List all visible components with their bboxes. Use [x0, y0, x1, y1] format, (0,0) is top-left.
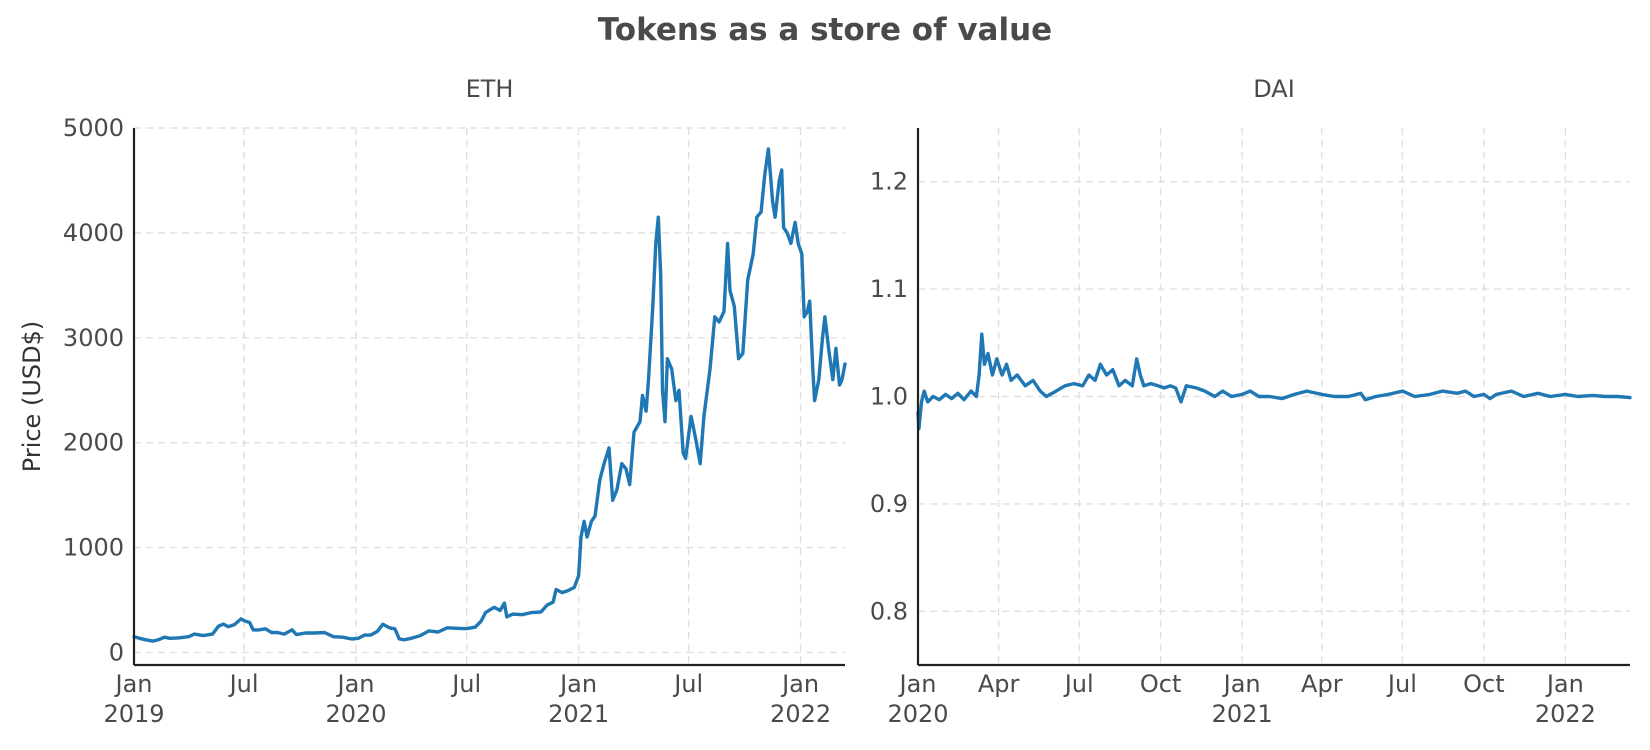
chart-0-xtick-label-5: Jul — [672, 670, 703, 698]
chart-1-xtick-label-2: Jul — [1063, 670, 1094, 698]
chart-0-title: ETH — [466, 75, 514, 103]
chart-1-xtick-year-0: 2020 — [887, 700, 948, 728]
chart-1-xtick-year-4: 2021 — [1212, 700, 1273, 728]
chart-1-xtick-label-4: Jan — [1222, 670, 1261, 698]
chart-0-xtick-label-1: Jul — [228, 670, 259, 698]
chart-0-xtick-label-6: Jan — [780, 670, 819, 698]
figure-title: Tokens as a store of value — [598, 12, 1052, 48]
chart-0-ytick-label-1: 1000 — [63, 534, 124, 562]
chart-0-xtick-label-4: Jan — [558, 670, 597, 698]
chart-1-xtick-label-3: Oct — [1140, 670, 1182, 698]
chart-0-ytick-label-3: 3000 — [63, 324, 124, 352]
chart-1-ytick-label-4: 1.2 — [870, 168, 908, 196]
chart-0-xtick-label-3: Jul — [450, 670, 481, 698]
chart-1-series-0-line — [916, 332, 1632, 431]
chart-0-ytick-label-2: 2000 — [63, 429, 124, 457]
chart-1-ytick-label-1: 0.9 — [870, 490, 908, 518]
chart-1-xtick-label-1: Apr — [978, 670, 1020, 698]
chart-1-xtick-label-5: Apr — [1301, 670, 1343, 698]
chart-1-xtick-label-7: Oct — [1463, 670, 1505, 698]
chart-0-xtick-year-0: 2019 — [103, 700, 164, 728]
chart-0-xtick-label-2: Jan — [335, 670, 374, 698]
chart-1-ytick-label-0: 0.8 — [870, 597, 908, 625]
chart-1-xtick-label-0: Jan — [898, 670, 937, 698]
chart-0-ytick-label-0: 0 — [109, 638, 124, 666]
chart-1-ytick-label-3: 1.1 — [870, 275, 908, 303]
chart-0-xtick-year-4: 2021 — [548, 700, 609, 728]
chart-1-ytick-label-2: 1.0 — [870, 383, 908, 411]
chart-0-ylabel: Price (USD$) — [18, 321, 46, 472]
chart-1-xtick-label-6: Jul — [1386, 670, 1417, 698]
chart-0-ytick-label-4: 4000 — [63, 219, 124, 247]
chart-1-xtick-label-8: Jan — [1545, 670, 1584, 698]
chart-0-ytick-label-5: 5000 — [63, 114, 124, 142]
chart-0-xtick-year-6: 2022 — [770, 700, 831, 728]
chart-0-xtick-label-0: Jan — [114, 670, 153, 698]
chart-0-xtick-year-2: 2020 — [325, 700, 386, 728]
chart-1-xtick-year-8: 2022 — [1535, 700, 1596, 728]
chart-0-series-0-line — [132, 147, 847, 643]
chart-1-title: DAI — [1253, 75, 1295, 103]
